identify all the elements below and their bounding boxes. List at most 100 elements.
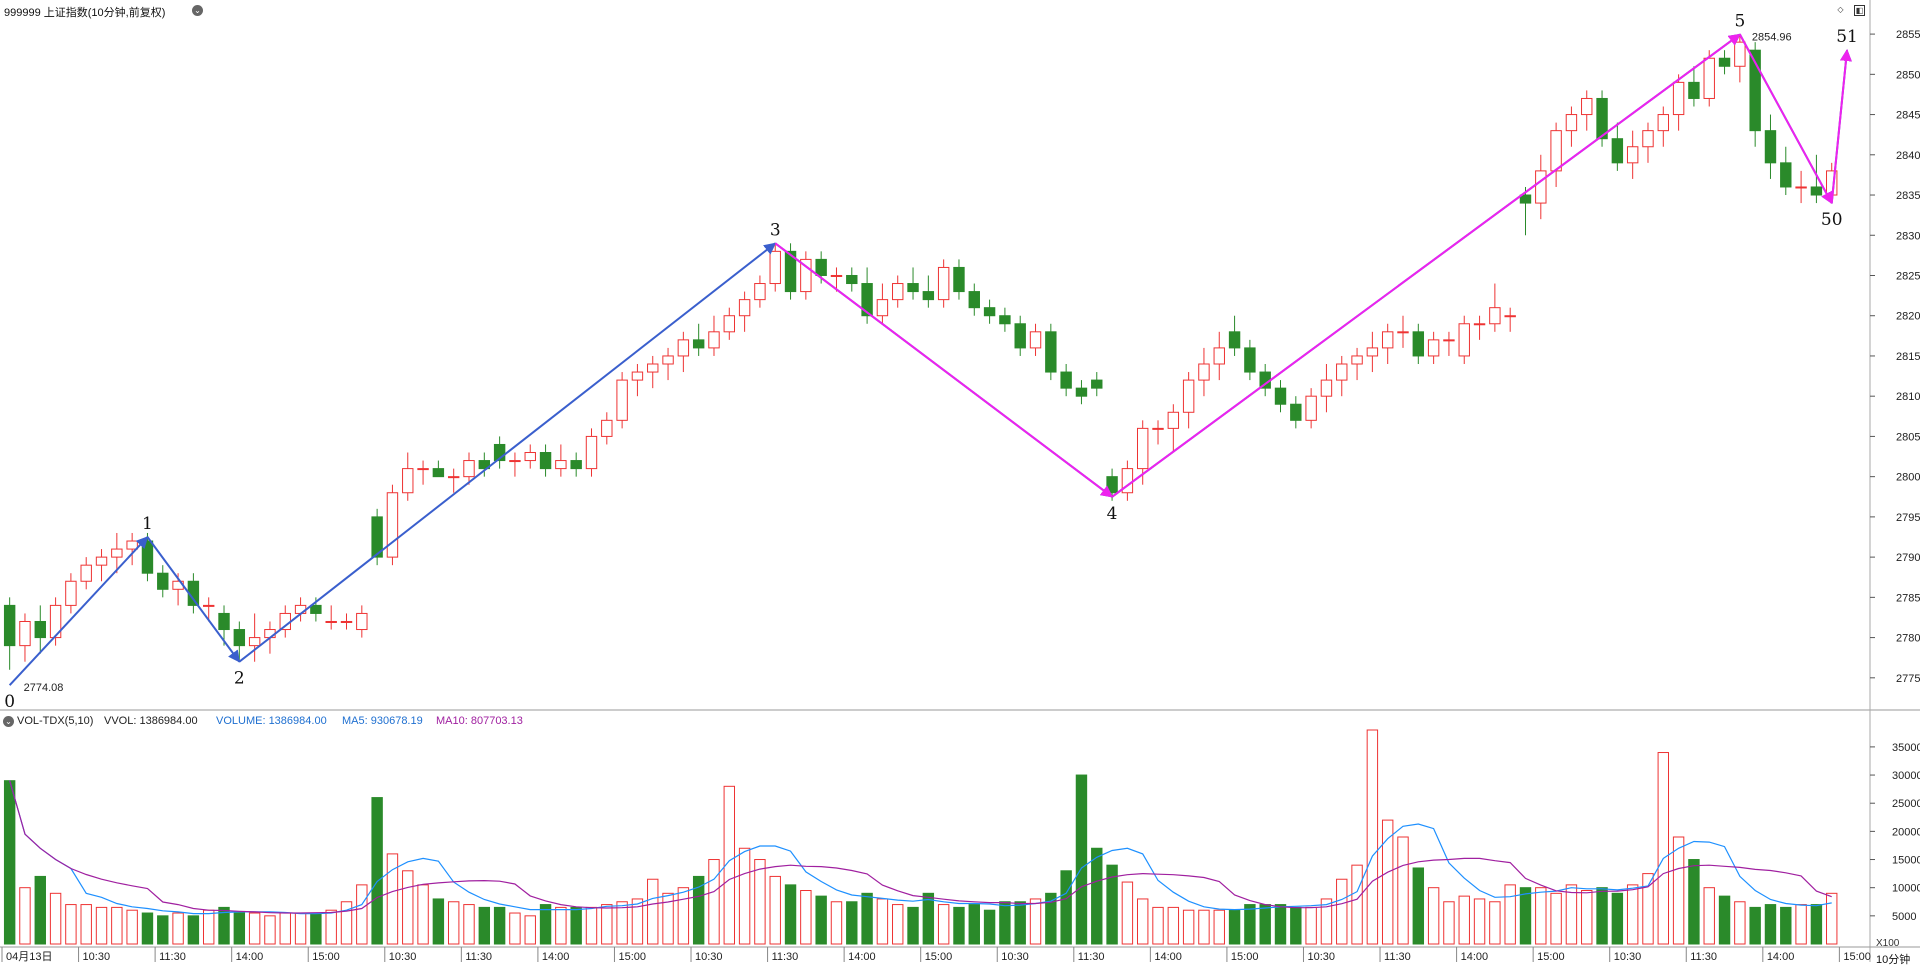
candle-body [1167,411,1180,429]
panel-toggle-icon[interactable]: ◧ [1854,5,1865,16]
candle-body [65,580,77,606]
candle-body [708,331,720,349]
candle-body [340,620,353,623]
time-tick-label: 14:00 [1767,951,1795,963]
candle-body [647,363,659,373]
price-tick-label: 2800 [1896,472,1920,484]
candle-body [968,291,980,309]
candle-body [1780,162,1792,188]
candle-body [402,468,414,494]
candle-body [1397,331,1409,334]
time-tick-label: 10:30 [1307,951,1335,963]
candle-body [1336,363,1348,381]
candle-body [1504,315,1516,318]
wave-lines [8,33,1852,686]
candle-body [738,299,751,317]
volume-bar [157,915,169,945]
candle-body [1489,307,1501,325]
volume-bar [493,906,506,945]
price-tick-label: 2825 [1896,270,1920,282]
volume-bar [1565,884,1578,945]
candle-body [846,274,858,285]
volume-bar [1320,898,1333,945]
volume-bar [447,901,460,945]
volume-bar [1336,878,1348,945]
candle-body [1749,49,1761,132]
candle-body [754,283,766,301]
volume-bar [1259,904,1271,945]
volume-bar [846,901,858,945]
volume-bar [1657,752,1670,945]
candle-body [1519,194,1532,204]
volume-bar [1519,887,1532,945]
vol-indicator-label: VOL-TDX(5,10) [17,715,94,727]
volume-bar [892,904,904,945]
volume-bar [1305,906,1317,945]
volume-bar [1381,819,1394,945]
candle-body [616,379,628,421]
period-label[interactable]: 10分钟 [1876,954,1911,966]
volume-bar [830,901,843,945]
volume-bar [677,887,690,945]
volume-bar [1014,901,1026,945]
volume-tick-label: 35000 [1892,742,1920,754]
volume-bar [1060,870,1072,945]
volume-bar [49,892,62,945]
price-tick-label: 2810 [1896,391,1920,403]
candle-body [157,572,169,590]
candle-body [524,452,536,462]
volume-bar [1045,892,1057,945]
wave-segment [1830,48,1852,204]
title-dropdown-icon[interactable]: ⌄ [192,5,203,16]
price-tick-label: 2835 [1896,190,1920,202]
volume-bar [310,912,322,945]
candle-body [1810,186,1823,196]
volume-bar [754,859,766,945]
volume-bar [815,895,827,945]
volume-bar [1749,906,1761,945]
candle-body [1718,57,1731,67]
wave-segment [146,536,241,663]
volume-axis: 5000 10000 15000 20000 25000 30000 35000 [1870,742,1920,923]
candle-body [1320,379,1333,397]
candle-body [1703,57,1715,99]
candle-body [310,604,322,614]
candle-body [922,291,935,301]
wave-label: 51 [1836,27,1858,47]
volume-bar [1826,892,1838,945]
volume-dropdown-icon[interactable]: ⌄ [3,716,14,727]
wave-label: 1 [142,514,153,534]
price-tick-label: 2790 [1896,552,1920,564]
price-tick-label: 2855 [1896,29,1920,41]
candle-body [3,604,16,647]
candle-body [1244,347,1256,373]
candle-body [264,629,276,639]
candle-body [907,283,919,293]
candle-body [1029,331,1042,349]
volume-bar [1397,836,1409,945]
time-tick-label: 15:00 [1231,951,1259,963]
volume-tick-label: 15000 [1892,855,1920,867]
time-tick-label: 10:30 [695,951,723,963]
candle-body [325,620,337,623]
price-tick-label: 2775 [1896,673,1920,685]
ma5-label: MA5: 930678.19 [342,715,423,727]
time-tick-label: 04月13日 [6,951,52,963]
volume-bar [769,875,781,945]
volume-bar [1412,867,1425,945]
candle-body [1550,130,1562,172]
diamond-icon[interactable]: ◇ [1836,5,1845,14]
wave-segment [8,536,149,686]
volume-bar [953,906,965,945]
time-tick-label: 15:00 [312,951,340,963]
candle-body [49,604,62,639]
volume-bar [616,901,628,945]
volume-bar [937,904,950,945]
volume-ma-lines [9,780,1832,915]
volume-bar [1473,898,1486,945]
wave-segment [1738,33,1833,205]
volume-bar [876,898,889,945]
volume-bar [432,898,445,945]
time-tick-label: 11:30 [772,951,799,963]
